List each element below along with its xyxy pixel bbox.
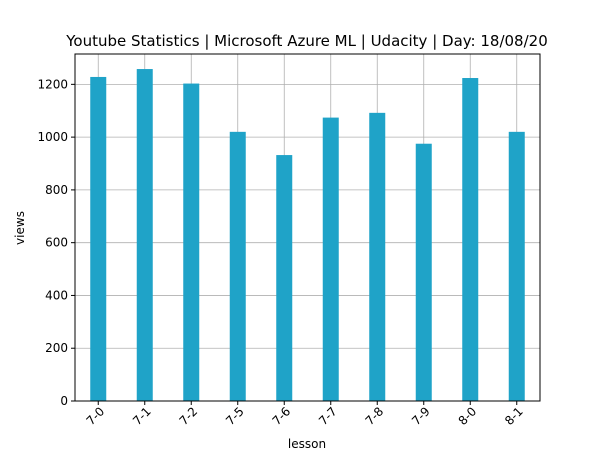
x-tick-label: 7-8 [363, 404, 387, 428]
x-axis-ticks: 7-0 7-1 7-2 7-5 7-6 7-7 7-8 7-9 8-0 8-1 [84, 401, 526, 428]
y-tick-label: 1000 [37, 130, 68, 144]
y-tick-label: 200 [45, 341, 68, 355]
y-tick-label: 0 [60, 394, 68, 408]
x-axis-label: lesson [288, 437, 326, 450]
y-axis-ticks: 0 200 400 600 800 1000 1200 [37, 77, 75, 408]
bar-7-1 [136, 69, 153, 401]
bar-8-1 [508, 131, 525, 401]
bar-7-9 [415, 143, 432, 401]
x-tick-label: 7-5 [223, 404, 247, 428]
x-tick-label: 7-7 [316, 404, 340, 428]
bar-7-7 [322, 117, 339, 402]
bar-7-0 [90, 76, 107, 402]
bar-7-6 [276, 155, 293, 401]
x-tick-label: 7-9 [409, 404, 433, 428]
y-tick-label: 600 [45, 236, 68, 250]
bar-7-5 [229, 131, 246, 401]
plot-frame [74, 53, 541, 402]
x-tick-label: 7-2 [177, 404, 201, 428]
bars [90, 69, 525, 402]
y-tick-label: 1200 [37, 77, 68, 91]
chart-title: Youtube Statistics | Microsoft Azure ML … [65, 32, 548, 50]
bar-8-0 [462, 78, 479, 401]
x-tick-label: 7-6 [270, 404, 294, 428]
y-tick-label: 400 [45, 288, 68, 302]
x-tick-label: 7-1 [130, 404, 154, 428]
bar-7-8 [369, 112, 386, 402]
y-axis-label: views [13, 211, 27, 245]
x-tick-label: 8-1 [502, 404, 526, 428]
bar-7-2 [183, 83, 200, 401]
x-tick-label: 7-0 [84, 404, 108, 428]
x-tick-label: 8-0 [456, 404, 480, 428]
y-tick-label: 800 [45, 183, 68, 197]
